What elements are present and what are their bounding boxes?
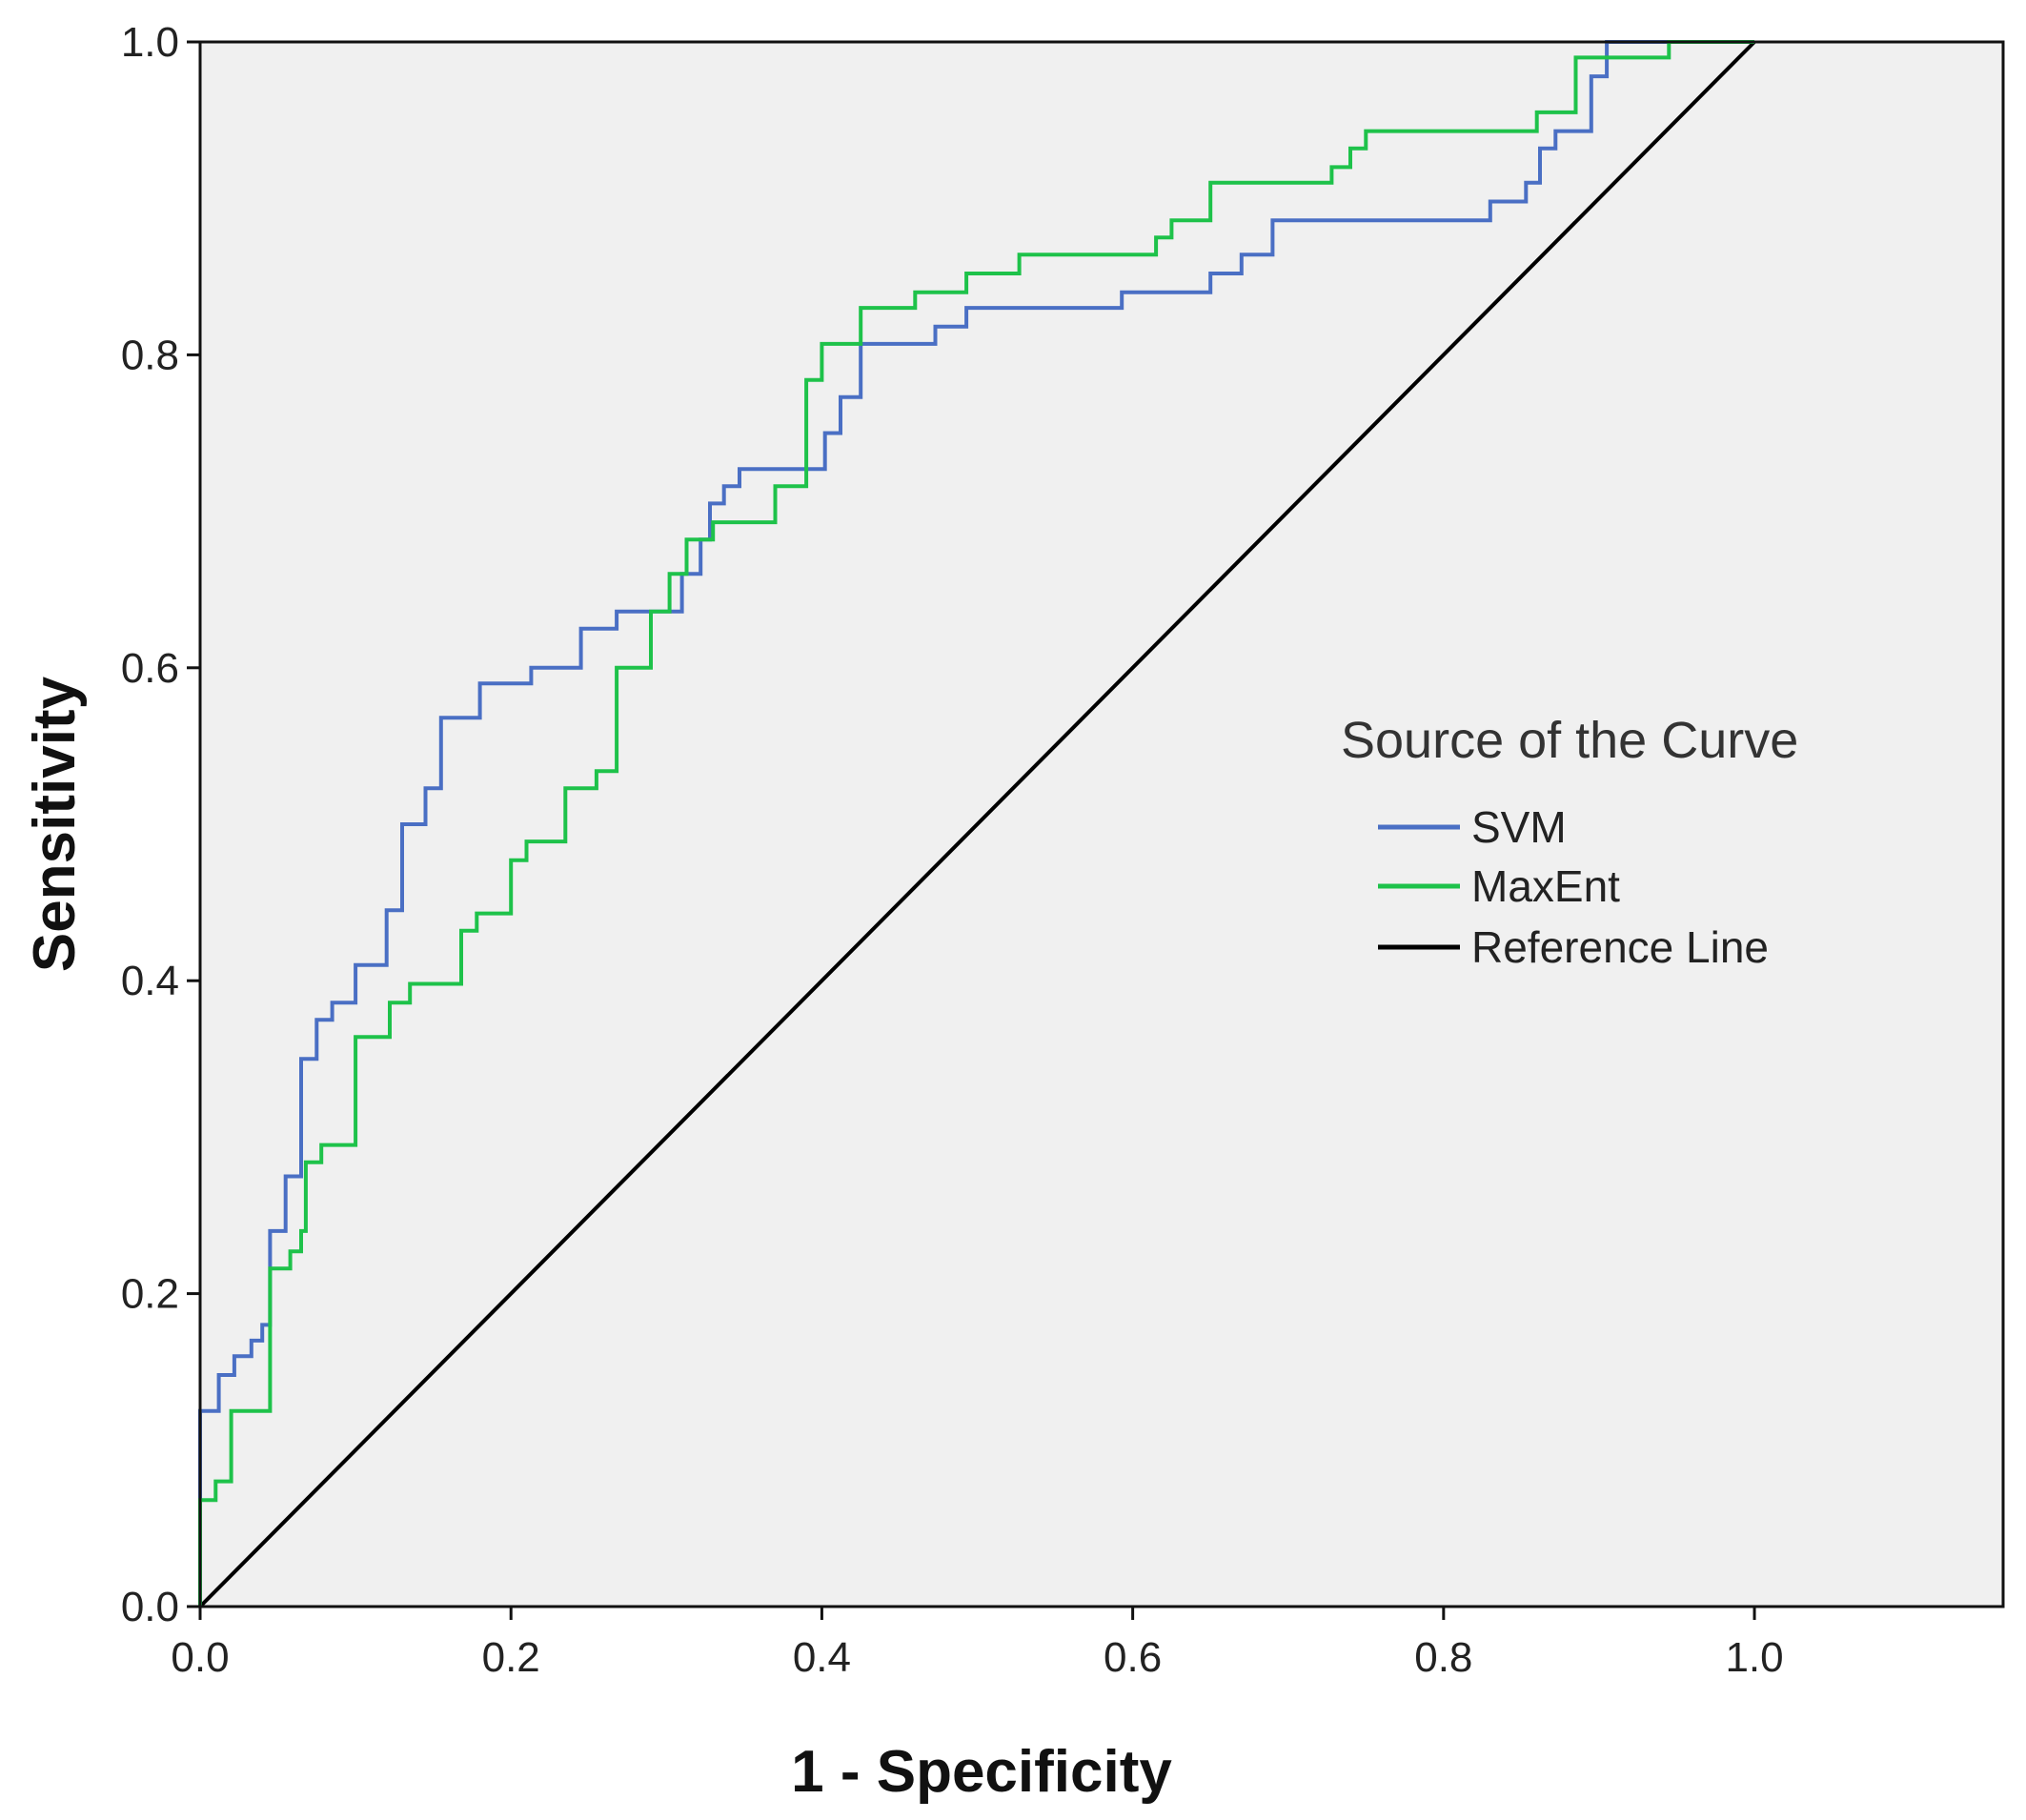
x-tick-label: 0.2 [482,1634,540,1681]
legend-title: Source of the Curve [1341,712,1798,769]
axes-layer: 0.0 0.2 0.4 0.6 0.8 1.0 0.0 0.2 0.4 0.6 0.8 1.0 [121,19,1784,1681]
x-axis-title: 1 - Specificity [791,1739,1172,1805]
x-tick-label: 0.0 [171,1634,229,1681]
legend-label-svm: SVM [1471,802,1567,852]
y-tick-label: 1.0 [121,19,179,66]
series-layer [198,40,1756,1608]
y-axis-title: Sensitivity [22,676,88,972]
x-tick-label: 0.8 [1414,1634,1472,1681]
y-tick-label: 0.0 [121,1584,179,1630]
legend: Source of the Curve SVM MaxEnt Reference… [1341,712,1798,972]
series-line-maxent [198,40,1754,1607]
y-tick-label: 0.4 [121,958,179,1004]
x-tick-label: 0.4 [793,1634,851,1681]
x-tick-label: 1.0 [1725,1634,1783,1681]
y-tick-label: 0.2 [121,1271,179,1318]
plot-background [200,42,2003,1607]
x-tick-label: 0.6 [1104,1634,1162,1681]
legend-label-maxent: MaxEnt [1471,861,1620,911]
series-line-reference-line [198,40,1756,1608]
y-tick-label: 0.6 [121,645,179,692]
legend-label-reference-line: Reference Line [1471,922,1769,972]
y-tick-label: 0.8 [121,332,179,378]
plot-frame [198,40,2005,1608]
